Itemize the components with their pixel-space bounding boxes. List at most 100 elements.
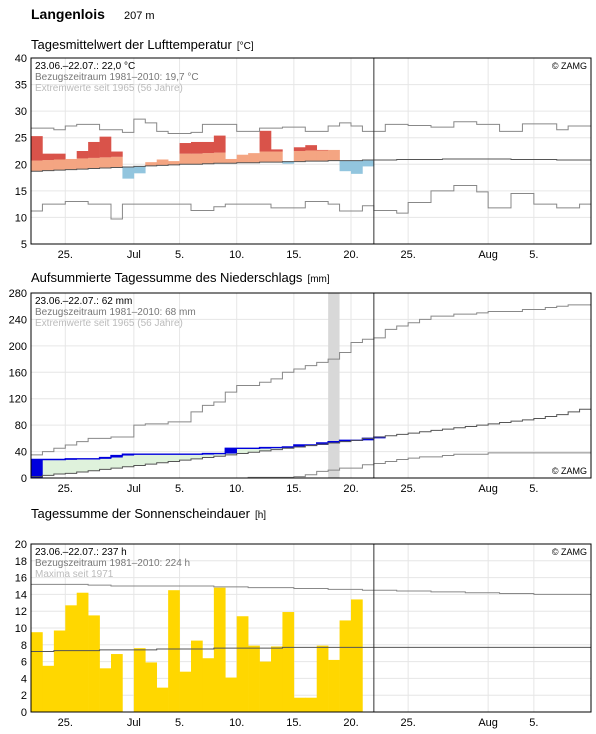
y-tick-label: 8 [21,640,27,652]
temp-max-extreme-line [31,118,591,134]
y-tick-label: 120 [9,394,27,406]
precip-max-extreme-line [31,304,591,456]
temp-bar [191,153,203,165]
chart-title: Tagessumme der Sonnenscheindauer [31,506,251,521]
station-elevation: 207 m [124,10,155,22]
sunshine-bar [282,612,295,712]
temp-bar [99,136,112,158]
plot-frame [30,57,592,245]
x-tick-label: Aug [478,483,498,495]
x-tick-label: 5. [529,249,538,261]
x-tick-label: 25. [400,483,415,495]
info-current: 23.06.–22.07.: 22,0 °C [35,61,135,72]
temp-bar [53,159,66,171]
sunshine-bar [53,630,66,712]
y-tick-label: 20 [15,539,27,551]
temp-bar [213,135,226,153]
temp-bar [271,149,283,152]
temp-bar [133,166,146,174]
x-tick-label: Jul [127,249,141,261]
x-tick-label: 25. [400,717,415,729]
temp-bar [179,153,192,165]
temp-bar [293,147,306,151]
temp-bar [305,145,318,151]
sunshine-bar [316,645,329,712]
chart-title: Tagesmittelwert der Lufttemperatur [31,37,233,52]
y-tick-label: 200 [9,341,27,353]
x-tick-label: 20. [343,717,358,729]
temp-bar [191,141,203,154]
temp-bar [305,150,318,162]
temp-bar [42,160,55,171]
sunshine-bar [99,668,112,712]
info-climate: Bezugszeitraum 1981–2010: 68 mm [35,307,196,318]
temp-bar [168,161,180,165]
sunshine-bar [31,632,43,712]
info-current: 23.06.–22.07.: 237 h [35,547,127,558]
chart-precipitation: Aufsummierte Tagessumme des Niederschlag… [9,270,592,495]
sunshine-bar [42,665,55,712]
sunshine-bar [191,640,203,712]
sunshine-bar [305,697,318,712]
sunshine-bar [328,659,340,712]
sunshine-bar [76,592,89,712]
y-tick-label: 5 [21,239,27,251]
x-tick-label: Aug [478,249,498,261]
info-climate: Bezugszeitraum 1981–2010: 19,7 °C [35,72,199,83]
y-tick-label: 40 [15,447,27,459]
chart-unit: [mm] [307,274,329,285]
info-extreme: Extremwerte seit 1965 (56 Jahre) [35,318,183,329]
y-tick-label: 35 [15,80,27,92]
sunshine-bar [351,599,363,712]
precip-daily-bar [293,444,306,447]
chart-sunshine: Tagessumme der Sonnenscheindauer [h] 0 2 4 6 8… [15,506,592,729]
temp-bar [202,141,215,154]
y-tick-label: 15 [15,186,27,198]
y-tick-label: 80 [15,420,27,432]
chart-temperature: Tagesmittelwert der Lufttemperatur [°C] 5 1… [15,37,592,261]
y-tick-label: 280 [9,288,27,300]
sunshine-bar [259,661,272,712]
temp-bar [76,151,89,159]
x-tick-label: 5. [175,249,184,261]
x-tick-label: 20. [343,249,358,261]
temp-bar [316,149,329,151]
temp-bar [351,160,363,174]
y-tick-label: 25 [15,133,27,145]
x-tick-label: 5. [175,483,184,495]
temp-bar [88,157,100,169]
temp-bar [122,166,135,179]
sunshine-bar [225,677,238,712]
temp-bar [236,154,249,163]
y-tick-label: 10 [15,623,27,635]
sunshine-bar [65,605,78,712]
x-tick-label: Aug [478,717,498,729]
y-tick-label: 160 [9,367,27,379]
station-name: Langenlois [31,6,105,22]
temp-bar [31,136,43,161]
info-extreme: Extremwerte seit 1965 (56 Jahre) [35,83,183,94]
credit-label: © ZAMG [552,61,587,71]
precip-event-marker [328,293,340,478]
y-tick-label: 4 [21,673,27,685]
temp-bar [145,162,158,166]
sunshine-bar [339,620,352,712]
sunshine-bar [111,654,123,712]
chart-title: Aufsummierte Tagessumme des Niederschlag… [31,270,303,285]
temp-bar [179,143,192,154]
temp-bar [31,160,43,172]
precip-daily-bar [362,438,375,441]
temp-bar [202,153,215,164]
x-tick-label: 5. [529,483,538,495]
sunshine-bar [179,671,192,712]
temp-bar [339,160,352,172]
y-tick-label: 30 [15,106,27,118]
y-tick-label: 20 [15,159,27,171]
temp-bar [293,151,306,162]
sunshine-bar [293,697,306,712]
credit-label: © ZAMG [552,547,587,557]
precip-cumulative-line [31,436,386,461]
y-tick-label: 240 [9,314,27,326]
x-tick-label: 25. [58,483,73,495]
